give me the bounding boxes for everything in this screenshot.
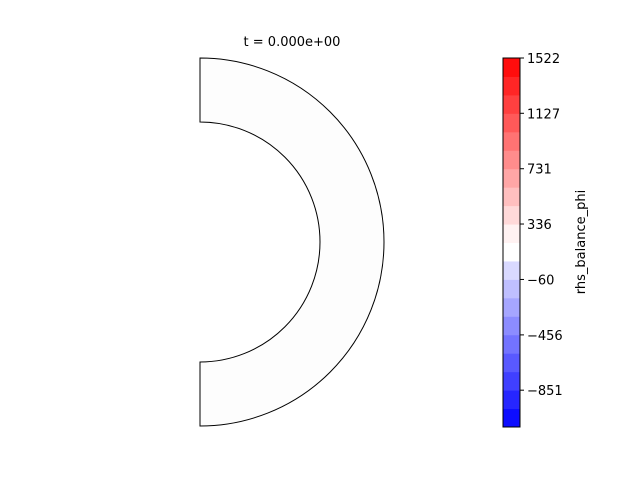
colorbar-band: [503, 353, 520, 373]
colorbar-band: [503, 371, 520, 391]
colorbar-tick-label: −60: [527, 273, 554, 288]
colorbar-tick-label: −456: [527, 329, 563, 344]
colorbar-band: [503, 279, 520, 299]
colorbar-band: [503, 58, 520, 77]
colorbar-band: [503, 260, 520, 280]
colorbar-band: [503, 205, 520, 225]
colorbar-band: [503, 76, 520, 96]
colorbar-band: [503, 94, 520, 114]
colorbar-tick-label: 1127: [527, 107, 560, 122]
colorbar-band: [503, 187, 520, 207]
colorbar-band: [503, 408, 520, 428]
colorbar-band: [503, 334, 520, 354]
colorbar-band: [503, 131, 520, 151]
colorbar-tick-label: 731: [527, 163, 552, 178]
colorbar-band: [503, 242, 520, 262]
colorbar-band: [503, 224, 520, 243]
colorbar-tick-label: 336: [527, 218, 552, 233]
colorbar-band: [503, 150, 520, 170]
colorbar-band: [503, 390, 520, 410]
colorbar-frame: [502, 57, 521, 428]
colorbar-band: [503, 297, 520, 317]
colorbar: 1522 1127 731 336 −60 −456 −851: [502, 52, 563, 428]
colorbar-tick-label: −851: [527, 384, 563, 399]
colorbar-band: [503, 316, 520, 336]
colorbar-tick-label: 1522: [527, 52, 560, 67]
colorbar-band: [503, 168, 520, 188]
annulus-domain: [199, 57, 385, 427]
plot-title: t = 0.000e+00: [244, 35, 341, 50]
colorbar-label: rhs_balance_phi: [574, 190, 589, 294]
colorbar-band: [503, 113, 520, 133]
